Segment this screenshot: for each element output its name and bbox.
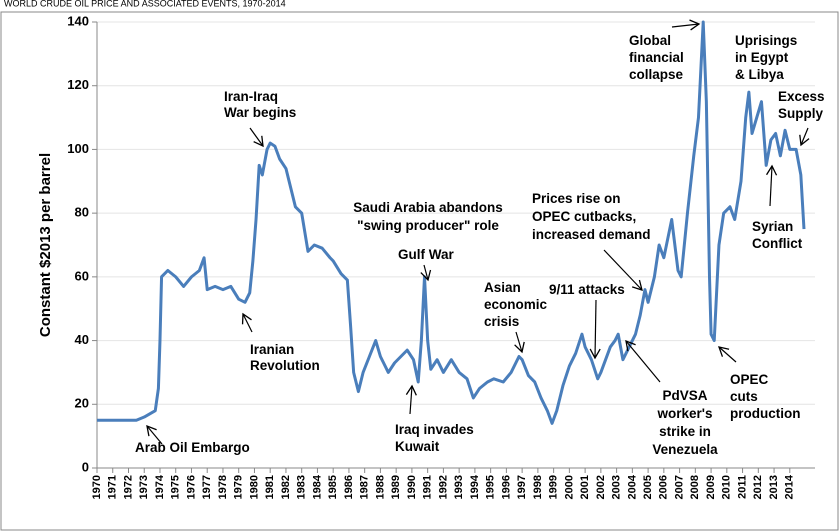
x-tick-label: 1978 (217, 475, 229, 499)
y-tick-label: 100 (67, 141, 89, 156)
x-tick-label: 2014 (784, 474, 796, 499)
x-tick-label: 2005 (642, 475, 654, 499)
arrow (625, 339, 661, 383)
annotation: Syrian Conflict (752, 219, 803, 251)
arrow (514, 331, 525, 354)
x-tick-label: 1993 (453, 475, 465, 499)
x-tick-label: 1974 (154, 474, 166, 499)
arrow (249, 127, 264, 148)
y-tick-label: 20 (75, 396, 89, 411)
annotation: Iran-Iraq War begins (224, 89, 296, 120)
arrow (717, 346, 737, 363)
x-tick-label: 1988 (374, 475, 386, 499)
x-tick-label: 2009 (705, 475, 717, 499)
x-tick-label: 1976 (185, 475, 197, 499)
y-tick-label: 0 (82, 459, 89, 474)
x-tick-label: 1990 (406, 475, 418, 499)
annotation: PdVSA worker's strike in Venezuela (652, 388, 718, 457)
annotation: 9/11 attacks (549, 282, 625, 297)
x-tick-label: 1987 (359, 475, 371, 499)
x-tick-label: 1996 (500, 475, 512, 499)
x-tick-label: 2004 (626, 474, 638, 499)
x-tick-label: 2007 (673, 475, 685, 499)
y-tick-label: 40 (75, 332, 89, 347)
x-tick-label: 2006 (658, 475, 670, 499)
x-tick-label: 2008 (689, 475, 701, 499)
x-tick-label: 2002 (595, 475, 607, 499)
x-tick-label: 1977 (201, 475, 213, 499)
x-tick-label: 2010 (721, 475, 733, 499)
annotation: Arab Oil Embargo (135, 440, 250, 455)
annotation: Saudi Arabia abandons "swing producer" ro… (353, 200, 503, 233)
x-tick-label: 1971 (107, 475, 119, 499)
y-tick-label: 80 (75, 205, 89, 220)
x-tick-label: 1973 (138, 475, 150, 499)
x-tick-label: 1986 (343, 475, 355, 499)
arrow (405, 384, 417, 415)
x-tick-label: 2001 (579, 475, 591, 499)
x-tick-label: 1999 (548, 475, 560, 499)
arrow (589, 299, 601, 360)
x-tick-label: 1989 (390, 475, 402, 499)
x-tick-label: 2012 (752, 475, 764, 499)
chart-title: WORLD CRUDE OIL PRICE AND ASSOCIATED EVE… (4, 0, 286, 8)
arrow (241, 312, 253, 333)
x-tick-label: 1970 (91, 475, 103, 499)
x-tick-label: 1997 (516, 475, 528, 499)
x-tick-label: 2011 (736, 475, 748, 499)
x-tick-label: 2003 (611, 475, 623, 499)
arrow (799, 127, 810, 147)
x-tick-label: 1983 (296, 475, 308, 499)
x-tick-label: 2013 (768, 475, 780, 499)
annotation: OPEC cuts production (730, 372, 801, 421)
annotation: Gulf War (398, 247, 454, 262)
y-tick-label: 60 (75, 268, 89, 283)
x-tick-label: 1994 (469, 474, 481, 499)
price-line (97, 20, 806, 425)
arrow (671, 19, 701, 31)
annotation: Asian economic crisis (484, 280, 548, 329)
x-tick-label: 1981 (264, 475, 276, 499)
x-tick-label: 1980 (248, 475, 260, 499)
y-axis-label: Constant $2013 per barrel (37, 153, 54, 337)
annotation: Prices rise on OPEC cutbacks, increased de… (532, 191, 651, 242)
frame (0, 11, 839, 531)
x-tick-label: 1992 (437, 475, 449, 499)
x-tick-label: 1991 (422, 475, 434, 499)
annotation: Iraq invades Kuwait (395, 422, 474, 454)
y-tick-label: 120 (67, 77, 89, 92)
arrow (603, 249, 643, 291)
arrow (766, 164, 778, 207)
annotations: Arab Oil Embargo Iranian Revolution Iran-… (135, 19, 825, 457)
x-tick-label: 2000 (563, 475, 575, 499)
annotation: Iranian Revolution (250, 342, 320, 373)
x-tick-label: 1995 (485, 475, 497, 499)
arrow (146, 424, 163, 445)
y-tick-label: 140 (67, 13, 89, 28)
x-tick-label: 1985 (327, 475, 339, 499)
arrow (420, 264, 432, 282)
annotation: Excess Supply (778, 89, 825, 121)
annotation: Uprisings in Egypt & Libya (735, 33, 797, 82)
x-tick-label: 1982 (280, 475, 292, 499)
x-tick-label: 1975 (170, 475, 182, 499)
x-tick-label: 1972 (122, 475, 134, 499)
annotation: Global financial collapse (629, 33, 684, 82)
x-tick-label: 1979 (233, 475, 245, 499)
x-tick-label: 1998 (532, 475, 544, 499)
x-tick-label: 1984 (311, 474, 323, 499)
